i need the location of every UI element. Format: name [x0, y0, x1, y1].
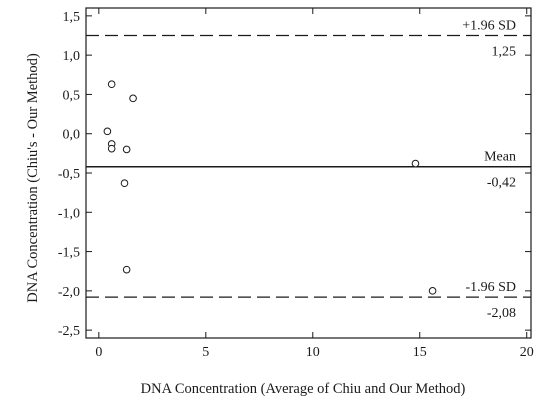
y-tick-label: 1,5: [63, 10, 81, 25]
data-point: [107, 144, 116, 153]
x-tick-label: 5: [202, 345, 209, 360]
plot-frame: [85, 7, 532, 339]
y-axis-title: DNA Concentration (Chiu's - Our Method): [25, 53, 41, 303]
y-tick-label: -2,0: [58, 285, 80, 300]
data-point: [120, 179, 129, 188]
y-tick-label: 0,0: [63, 128, 81, 143]
y-tick-label: -1,0: [58, 206, 80, 221]
reference-line-value: -0,42: [487, 176, 516, 191]
y-tick-label: -1,5: [58, 246, 80, 261]
reference-line-name: Mean: [484, 150, 516, 165]
reference-line-name: -1.96 SD: [465, 280, 516, 295]
data-point: [411, 159, 420, 168]
x-tick-label: 15: [413, 345, 427, 360]
y-tick-label: 1,0: [63, 49, 81, 64]
y-tick-label: 0,5: [63, 88, 81, 103]
data-point: [103, 127, 112, 136]
reference-line-value: 1,25: [492, 45, 517, 60]
data-point: [107, 80, 116, 89]
data-point: [122, 265, 131, 274]
x-axis-title: DNA Concentration (Average of Chiu and O…: [141, 381, 466, 397]
reference-line-value: -2,08: [487, 306, 516, 321]
y-tick-label: -2,5: [58, 324, 80, 339]
data-point: [428, 287, 437, 295]
x-tick-label: 20: [520, 345, 534, 360]
reference-line-name: +1.96 SD: [462, 19, 516, 34]
x-tick-label: 10: [306, 345, 320, 360]
data-point: [122, 145, 131, 154]
y-tick-label: -0,5: [58, 167, 80, 182]
x-tick-label: 0: [95, 345, 102, 360]
data-point: [129, 94, 137, 103]
